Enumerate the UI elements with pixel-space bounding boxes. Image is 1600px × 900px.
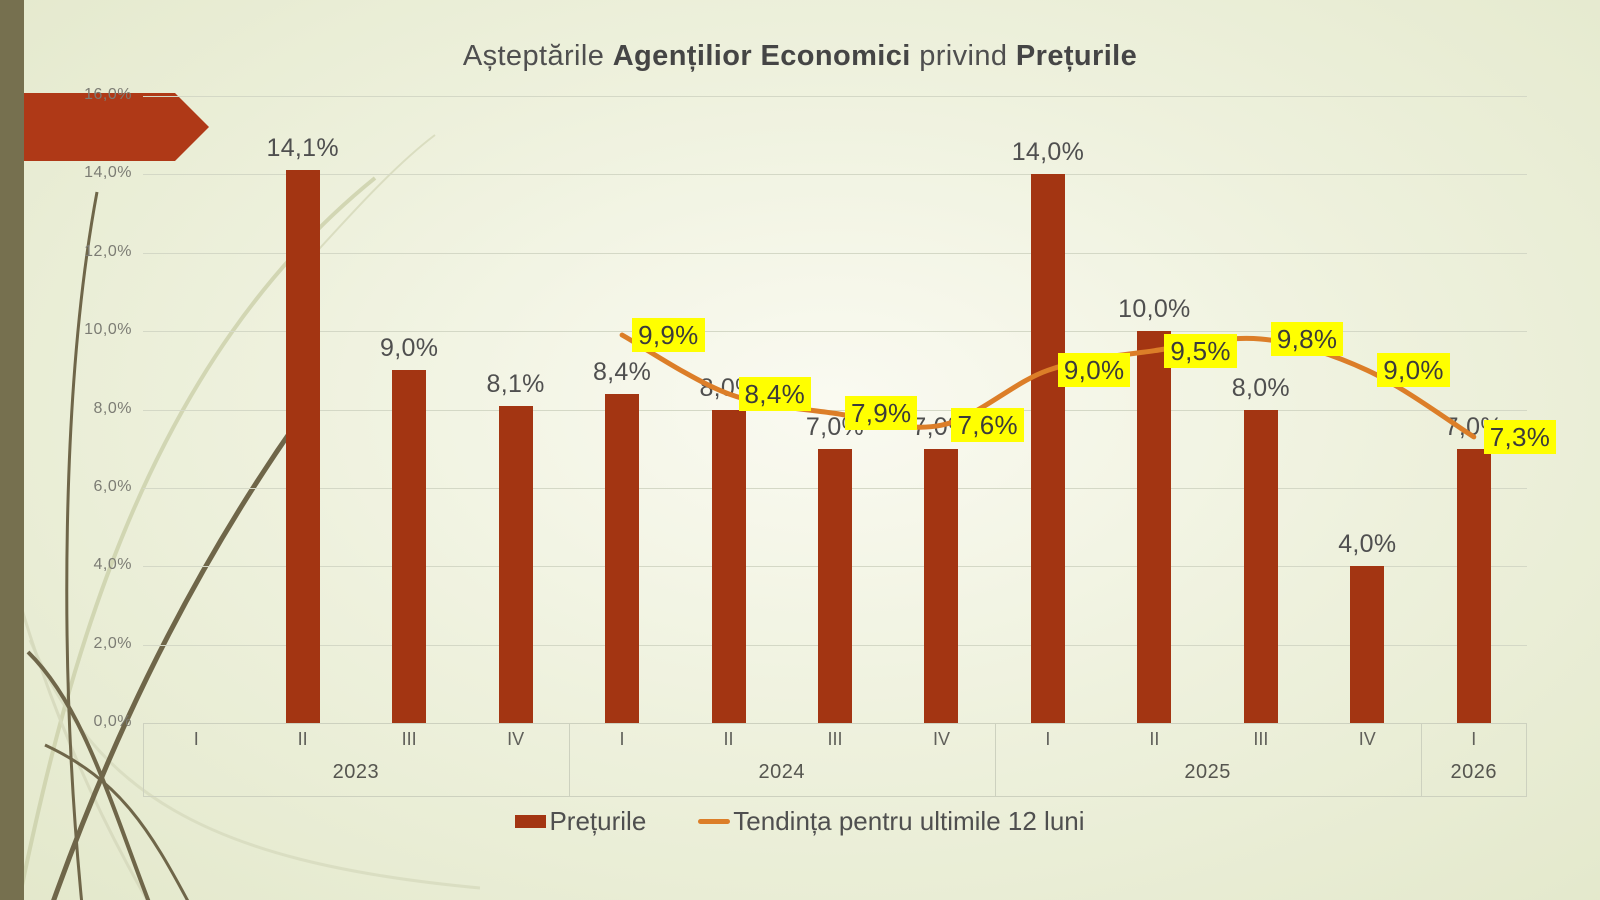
x-axis-year-label: 2025 [1184, 761, 1231, 783]
x-axis-year-label: 2026 [1450, 761, 1498, 783]
data-bar [498, 405, 533, 723]
x-axis-quarter-label: I [619, 729, 625, 749]
bar-value-label: 8,4% [592, 357, 652, 386]
gridline [143, 644, 1527, 646]
bar-value-label: 8,1% [486, 369, 545, 398]
x-axis-year-separator [1420, 723, 1422, 797]
bar-value-label: 8,0% [699, 373, 758, 402]
legend-label-trend: Tendința pentru ultimile 12 luni [733, 806, 1085, 836]
data-bar [818, 448, 852, 723]
trend-point-label: 7,6% [951, 408, 1024, 443]
x-axis-quarter-label: IV [932, 729, 950, 749]
y-axis-tick-label: 10,0% [84, 321, 132, 339]
trend-point-label: 9,9% [632, 318, 705, 353]
gridline [143, 723, 1527, 724]
page-title: Așteptările Agențilior Economici privind… [0, 40, 1600, 73]
title-text: Așteptările [462, 40, 613, 72]
x-axis-quarter-label: IV [507, 729, 525, 749]
data-bar [1137, 331, 1172, 723]
x-axis-year-separator [568, 723, 570, 797]
line-series-swatch [698, 819, 731, 824]
y-axis-tick-label: 16,0% [84, 86, 132, 103]
x-axis-year-label: 2024 [758, 761, 806, 783]
bar-value-label: 8,0% [1231, 373, 1290, 402]
x-axis-quarter-label: I [1471, 729, 1477, 749]
bar-value-label: 9,0% [380, 334, 439, 363]
trend-point-label: 7,9% [845, 396, 918, 431]
title-text-2: privind [910, 40, 1016, 72]
data-bar [605, 393, 640, 723]
title-bold-agents: Agențilior Economici [612, 40, 911, 72]
x-axis-quarter-label: III [401, 729, 417, 749]
trend-point-label: 7,3% [1483, 419, 1557, 454]
x-axis-quarter-label: II [723, 729, 734, 749]
left-accent-strip [0, 0, 24, 900]
bar-value-label: 14,0% [1011, 138, 1085, 167]
title-bold-prices: Prețurile [1015, 40, 1138, 72]
bar-value-label: 7,0% [1444, 412, 1503, 441]
y-axis-tick-label: 2,0% [93, 634, 132, 652]
trend-point-label: 8,4% [738, 376, 811, 411]
chart-legend: Prețurile Tendința pentru ultimile 12 lu… [0, 806, 1600, 837]
x-axis-quarter-label: IV [1358, 729, 1376, 749]
gridline [143, 566, 1527, 568]
y-axis-tick-label: 12,0% [84, 242, 132, 260]
y-axis-tick-label: 14,0% [84, 164, 132, 182]
legend-item-trend: Tendința pentru ultimile 12 luni [698, 806, 1085, 837]
x-axis-quarter-label: I [1045, 729, 1051, 749]
data-bar [711, 409, 746, 723]
bar-value-label: 14,1% [266, 134, 339, 163]
x-axis-year-label: 2023 [332, 761, 380, 783]
y-axis-tick-label: 8,0% [93, 399, 132, 417]
data-bar [1030, 174, 1065, 723]
x-axis-quarter-label: I [193, 729, 199, 749]
y-axis-tick-label: 0,0% [93, 713, 132, 730]
trend-point-label: 9,0% [1057, 353, 1131, 388]
x-axis-quarter-label: III [827, 729, 843, 749]
y-axis-tick-label: 4,0% [93, 556, 132, 574]
bar-value-label: 7,0% [805, 412, 865, 441]
trend-point-label: 9,8% [1270, 321, 1344, 356]
gridline [143, 331, 1527, 333]
x-axis-quarter-label: II [297, 729, 308, 749]
legend-item-prices: Prețurile [515, 806, 646, 837]
trend-point-label: 9,5% [1164, 333, 1237, 368]
gridline [143, 487, 1527, 489]
gridline [143, 409, 1527, 411]
trend-point-label: 9,0% [1377, 353, 1450, 388]
x-axis-year-separator [994, 723, 996, 797]
bar-series-swatch [515, 815, 547, 828]
gridline [143, 96, 1527, 97]
data-bar [1456, 448, 1491, 723]
bar-value-label: 10,0% [1118, 295, 1191, 324]
x-axis-band [143, 723, 1527, 797]
y-axis-tick-label: 6,0% [93, 477, 132, 495]
x-axis-quarter-label: III [1253, 729, 1269, 749]
gridline [143, 252, 1527, 254]
bar-value-label: 7,0% [912, 412, 971, 441]
data-bar [1243, 409, 1278, 723]
data-bar [392, 370, 427, 723]
data-bar [285, 170, 320, 723]
bar-value-label: 4,0% [1338, 530, 1397, 559]
legend-label-prices: Prețurile [549, 806, 647, 836]
trend-path [619, 332, 1477, 440]
data-bar [1350, 566, 1385, 723]
gridline [143, 174, 1527, 176]
x-axis-quarter-label: II [1149, 729, 1160, 749]
data-bar [924, 448, 959, 723]
